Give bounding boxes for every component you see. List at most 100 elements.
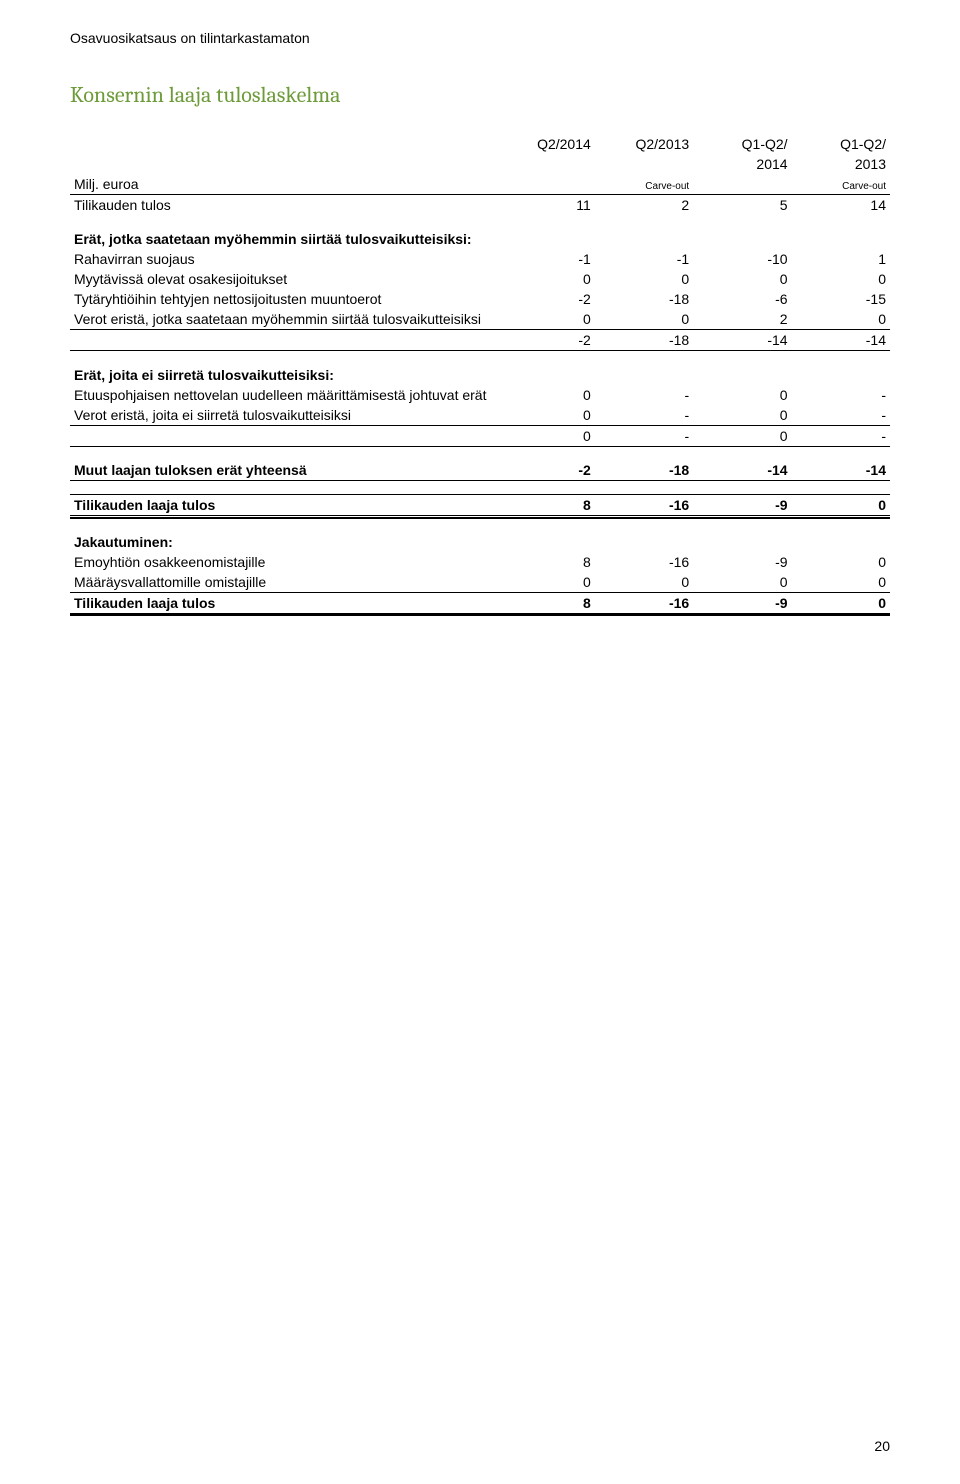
cell-value: 0	[693, 405, 791, 426]
col-q2-2014: Q2/2014	[496, 134, 594, 154]
cell-label: Määräysvallattomille omistajille	[70, 572, 496, 593]
row-jakautuminen-title: Jakautuminen:	[70, 532, 890, 552]
col-q1q2-2014-top: Q1-Q2/	[693, 134, 791, 154]
cell-value: 1	[792, 249, 890, 269]
row-sub2: 0 - 0 -	[70, 425, 890, 446]
cell-value: -	[792, 385, 890, 405]
cell-value: -2	[496, 289, 594, 309]
cell-value: -18	[595, 330, 693, 351]
header-row-3: Milj. euroa Carve-out Carve-out	[70, 174, 890, 195]
cell-value: -18	[595, 460, 693, 481]
row-tytaryhtio: Tytäryhtiöihin tehtyjen nettosijoitusten…	[70, 289, 890, 309]
cell-value: 0	[792, 495, 890, 516]
cell-value: -14	[693, 330, 791, 351]
row-muut: Muut laajan tuloksen erät yhteensä -2 -1…	[70, 460, 890, 481]
row-myytavissa: Myytävissä olevat osakesijoitukset 0 0 0…	[70, 269, 890, 289]
header-note: Osavuosikatsaus on tilintarkastamaton	[70, 30, 890, 46]
cell-label: Etuuspohjaisen nettovelan uudelleen määr…	[70, 385, 496, 405]
row-verot1: Verot eristä, jotka saatetaan myöhemmin …	[70, 309, 890, 330]
cell-value: 0	[693, 269, 791, 289]
col-q1q2-2013-bot: 2013	[792, 154, 890, 174]
cell-value: -2	[496, 460, 594, 481]
row-laaja-tulos2: Tilikauden laaja tulos 8 -16 -9 0	[70, 592, 890, 613]
row-maarays: Määräysvallattomille omistajille 0 0 0 0	[70, 572, 890, 593]
cell-value: 0	[496, 269, 594, 289]
cell-value: 8	[496, 495, 594, 516]
cell-value: -16	[595, 552, 693, 572]
cell-value: 5	[693, 195, 791, 216]
cell-value: 0	[496, 425, 594, 446]
cell-label: Verot eristä, joita ei siirretä tulosvai…	[70, 405, 496, 426]
carve-out-4: Carve-out	[792, 174, 890, 195]
cell-label: Rahavirran suojaus	[70, 249, 496, 269]
row-laaja-tulos: Tilikauden laaja tulos 8 -16 -9 0	[70, 495, 890, 516]
cell-value: -	[595, 405, 693, 426]
cell-value: -18	[595, 289, 693, 309]
cell-value: -10	[693, 249, 791, 269]
row-label-header: Milj. euroa	[70, 174, 496, 195]
cell-value: 8	[496, 592, 594, 613]
cell-value: 0	[595, 309, 693, 330]
cell-value: 0	[792, 572, 890, 593]
cell-value: -15	[792, 289, 890, 309]
cell-label: Muut laajan tuloksen erät yhteensä	[70, 460, 496, 481]
cell-value: -9	[693, 495, 791, 516]
cell-value: -1	[496, 249, 594, 269]
cell-section-title: Jakautuminen:	[70, 532, 890, 552]
cell-label: Tytäryhtiöihin tehtyjen nettosijoitusten…	[70, 289, 496, 309]
cell-value: 14	[792, 195, 890, 216]
cell-value: 2	[595, 195, 693, 216]
cell-label: Verot eristä, jotka saatetaan myöhemmin …	[70, 309, 496, 330]
cell-value: 2	[693, 309, 791, 330]
col-q1q2-2014-bot: 2014	[693, 154, 791, 174]
row-rahavirran: Rahavirran suojaus -1 -1 -10 1	[70, 249, 890, 269]
cell-label: Myytävissä olevat osakesijoitukset	[70, 269, 496, 289]
cell-value: 0	[496, 309, 594, 330]
cell-value: -16	[595, 495, 693, 516]
row-section1-title: Erät, jotka saatetaan myöhemmin siirtää …	[70, 229, 890, 249]
row-sub1: -2 -18 -14 -14	[70, 330, 890, 351]
cell-value: 0	[496, 572, 594, 593]
cell-label: Tilikauden laaja tulos	[70, 592, 496, 613]
cell-value: -1	[595, 249, 693, 269]
row-verot2: Verot eristä, joita ei siirretä tulosvai…	[70, 405, 890, 426]
cell-value: 0	[693, 385, 791, 405]
row-emo: Emoyhtiön osakkeenomistajille 8 -16 -9 0	[70, 552, 890, 572]
cell-value: 0	[792, 592, 890, 613]
col-q2-2013: Q2/2013	[595, 134, 693, 154]
cell-value: -	[595, 385, 693, 405]
cell-value: -	[792, 405, 890, 426]
cell-value: 8	[496, 552, 594, 572]
cell-value: 0	[792, 309, 890, 330]
page-number: 20	[874, 1438, 890, 1454]
cell-value: 0	[496, 405, 594, 426]
cell-value: 0	[595, 269, 693, 289]
cell-value: -9	[693, 592, 791, 613]
cell-label: Tilikauden tulos	[70, 195, 496, 216]
row-etuus: Etuuspohjaisen nettovelan uudelleen määr…	[70, 385, 890, 405]
header-row-1: Q2/2014 Q2/2013 Q1-Q2/ Q1-Q2/	[70, 134, 890, 154]
cell-value: 0	[693, 572, 791, 593]
cell-value: -16	[595, 592, 693, 613]
cell-value: 0	[595, 572, 693, 593]
cell-value: 0	[693, 425, 791, 446]
page: Osavuosikatsaus on tilintarkastamaton Ko…	[0, 0, 960, 1484]
cell-value: -14	[792, 330, 890, 351]
col-q1q2-2013-top: Q1-Q2/	[792, 134, 890, 154]
cell-section-title: Erät, joita ei siirretä tulosvaikutteisi…	[70, 365, 890, 385]
cell-section-title: Erät, jotka saatetaan myöhemmin siirtää …	[70, 229, 890, 249]
cell-value: 0	[496, 385, 594, 405]
cell-value: -14	[792, 460, 890, 481]
cell-label: Tilikauden laaja tulos	[70, 495, 496, 516]
row-section2-title: Erät, joita ei siirretä tulosvaikutteisi…	[70, 365, 890, 385]
page-title: Konsernin laaja tuloslaskelma	[70, 82, 890, 108]
header-row-2: 2014 2013	[70, 154, 890, 174]
cell-value: -	[792, 425, 890, 446]
cell-value: 11	[496, 195, 594, 216]
cell-value: -	[595, 425, 693, 446]
cell-value: -6	[693, 289, 791, 309]
cell-label: Emoyhtiön osakkeenomistajille	[70, 552, 496, 572]
double-rule	[70, 613, 890, 615]
cell-value: -9	[693, 552, 791, 572]
cell-value: 0	[792, 552, 890, 572]
